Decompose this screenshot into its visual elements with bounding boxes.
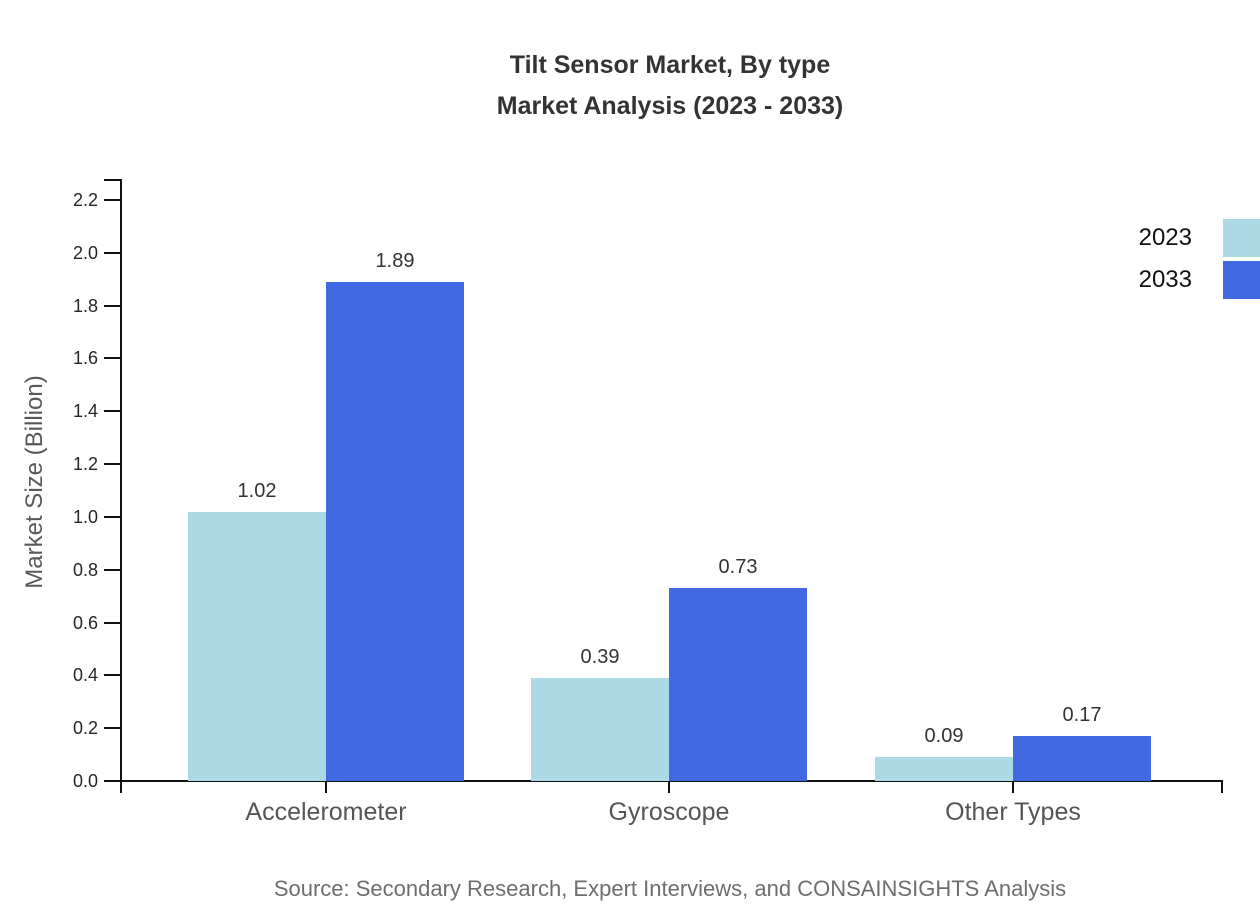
- y-tick-label: 0.8: [72, 560, 98, 580]
- legend-label-2023: 2023: [1138, 224, 1192, 251]
- x-category-label: Gyroscope: [608, 798, 730, 826]
- chart-title-line2: Market Analysis (2023 - 2033): [496, 92, 844, 120]
- bar-2033-accelerometer: [326, 282, 464, 781]
- bar-value-label: 0.09: [924, 725, 964, 747]
- y-tick-label: 1.4: [72, 401, 98, 421]
- y-tick-label: 2.2: [72, 190, 98, 210]
- x-category-label: Other Types: [945, 798, 1081, 826]
- legend-swatch-2023: [1223, 219, 1260, 257]
- chart-title-line1: Tilt Sensor Market, By type: [509, 51, 831, 79]
- bar-2023-other-types: [875, 757, 1013, 781]
- legend-item-2033: 2033: [1138, 261, 1260, 299]
- y-tick-label: 0.0: [72, 771, 98, 791]
- legend-item-2023: 2023: [1138, 219, 1260, 257]
- y-tick-label: 2.0: [72, 243, 98, 263]
- bar-2033-other-types: [1013, 736, 1151, 781]
- bar-value-label: 0.73: [718, 556, 758, 578]
- bar-value-label: 1.02: [237, 480, 277, 502]
- legend-swatch-2033: [1223, 261, 1260, 299]
- y-tick-label: 0.6: [72, 613, 98, 633]
- y-tick-label: 1.2: [72, 454, 98, 474]
- chart-title: Tilt Sensor Market, By type Market Analy…: [80, 45, 1260, 127]
- bar-value-label: 1.89: [375, 250, 415, 272]
- bar-value-label: 0.39: [580, 646, 620, 668]
- bar-value-label: 0.17: [1062, 704, 1102, 726]
- source-attribution: Source: Secondary Research, Expert Inter…: [273, 876, 1067, 901]
- bar-2033-gyroscope: [669, 588, 807, 781]
- x-category-label: Accelerometer: [245, 798, 407, 826]
- legend-label-2033: 2033: [1138, 266, 1192, 293]
- bar-2023-gyroscope: [531, 678, 669, 781]
- bar-2023-accelerometer: [188, 512, 326, 781]
- x-axis-line: [120, 780, 1223, 793]
- y-tick-label: 1.8: [72, 296, 98, 316]
- legend: 2023 2033: [1138, 219, 1260, 303]
- y-tick-label: 1.6: [72, 348, 98, 368]
- y-axis-line: [104, 179, 122, 782]
- y-tick-label: 0.4: [72, 665, 98, 685]
- y-tick-label: 1.0: [72, 507, 98, 527]
- y-tick-label: 0.2: [72, 718, 98, 738]
